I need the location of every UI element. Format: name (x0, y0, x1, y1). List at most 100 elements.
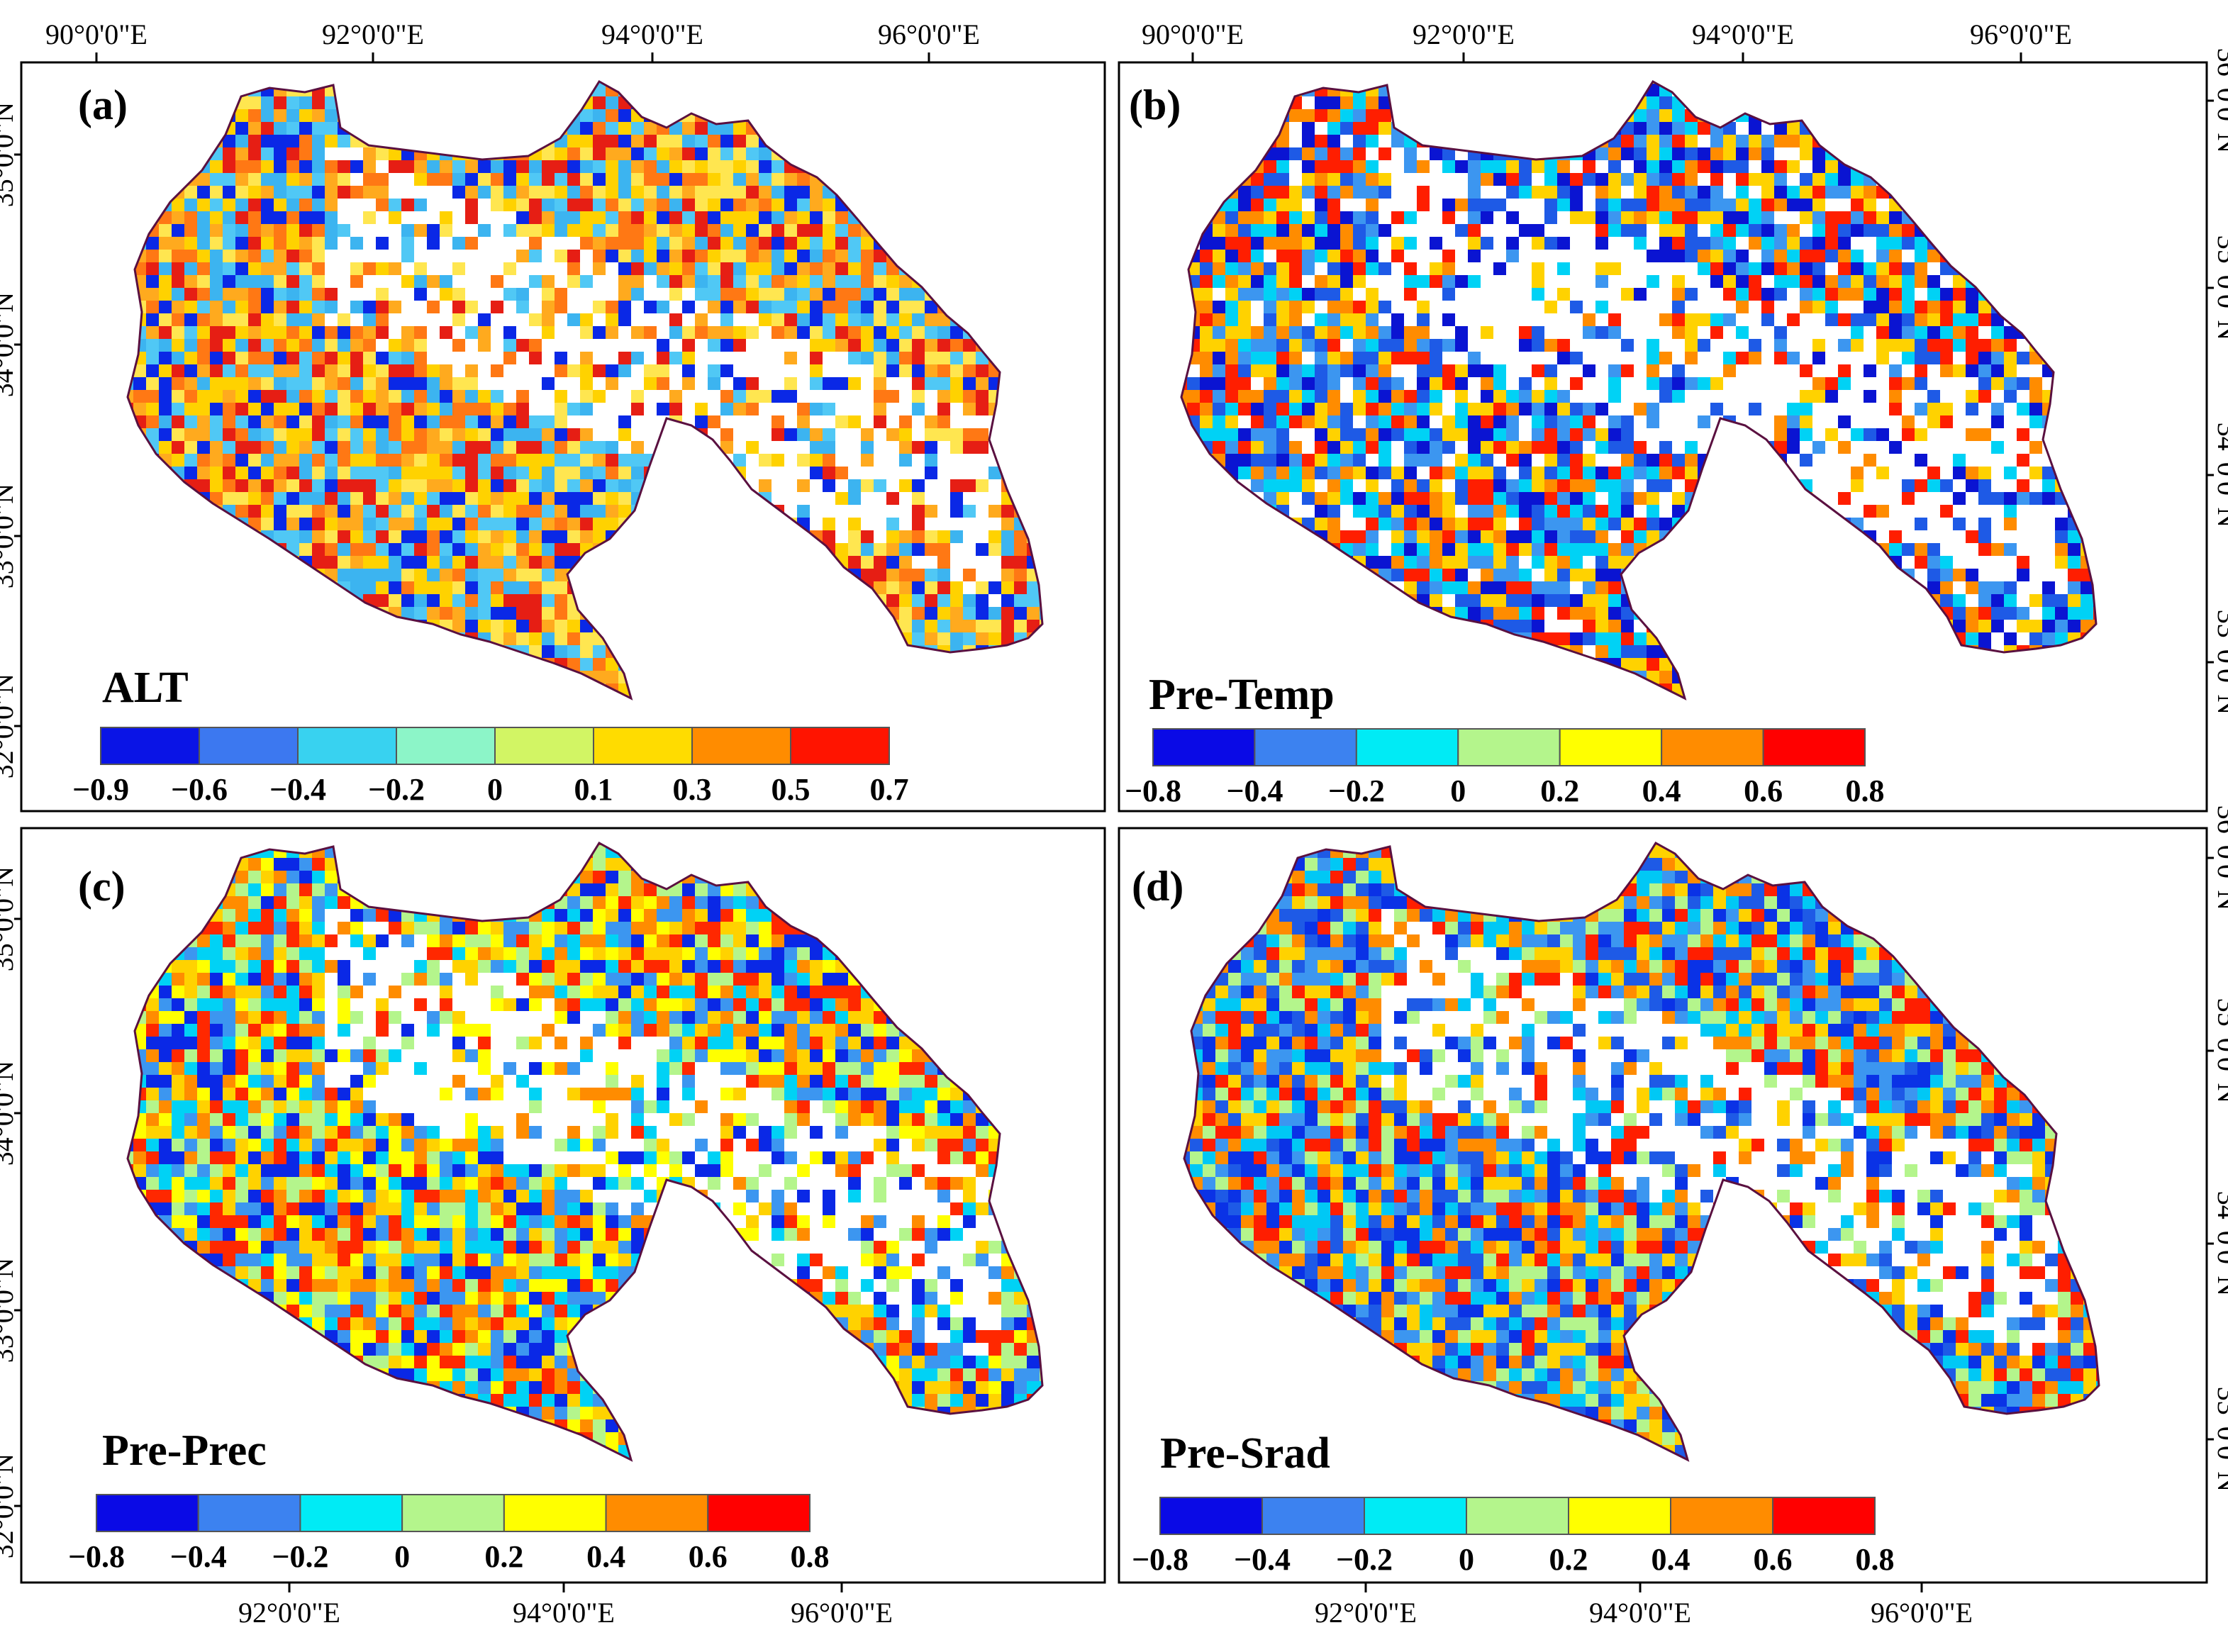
longitude-tick-label: 94°0'0"E (601, 18, 703, 50)
colorbar-label: −0.8 (1132, 1542, 1188, 1577)
latitude-tick-label: 34°0'0"N (0, 1061, 19, 1166)
latitude-tick-label: 36°0'0"N (2212, 48, 2228, 153)
colorbar-label: 0.8 (1856, 1542, 1895, 1577)
colorbar-label: 0 (1459, 1542, 1474, 1577)
colorbar: −0.8 −0.4 −0.2 0 0.2 0.4 0.6 0.8 (1132, 1497, 1895, 1577)
colorbar-label: 0.7 (870, 772, 909, 807)
longitude-tick-label: 90°0'0"E (45, 18, 147, 50)
colorbar-swatch (1661, 728, 1764, 766)
longitude-tick-label: 96°0'0"E (1871, 1597, 1973, 1629)
longitude-tick-label: 96°0'0"E (878, 18, 980, 50)
colorbar-label: 0.6 (1744, 774, 1783, 808)
map-panel-b: (b) Pre-Temp 90°0'0"E 92°0'0"E 94°0'0"E 96°0'… (1118, 18, 2228, 813)
colorbar-label: 0.4 (1651, 1542, 1691, 1577)
latitude-tick-label: 33°0'0"N (2212, 1387, 2228, 1492)
colorbar-label: −0.2 (368, 772, 425, 807)
colorbar-swatch (1355, 728, 1459, 766)
colorbar-label: 0.4 (1642, 774, 1681, 808)
colorbar-label: −0.4 (1226, 774, 1283, 808)
colorbar-label: −0.2 (1328, 774, 1385, 808)
colorbar-label: 0.4 (586, 1539, 625, 1574)
panel-label: (b) (1129, 82, 1181, 128)
colorbar-label: 0.3 (673, 772, 712, 807)
colorbar-swatch (605, 1494, 709, 1532)
colorbar-swatch (1466, 1497, 1569, 1535)
colorbar-label: 0.8 (791, 1539, 830, 1574)
colorbar-swatch (1261, 1497, 1365, 1535)
longitude-tick-label: 92°0'0"E (1315, 1597, 1417, 1629)
latitude-tick-label: 33°0'0"N (2212, 610, 2228, 715)
map-panel-c: (c) Pre-Prec 92°0'0"E 94°0'0"E 96°0'0"E 35°0'… (0, 827, 1106, 1629)
colorbar-swatch (396, 727, 496, 765)
latitude-tick-label: 32°0'0"N (0, 1453, 19, 1558)
colorbar-swatch (1559, 728, 1663, 766)
colorbar-swatch (1772, 1497, 1876, 1535)
latitude-tick-label: 34°0'0"N (2212, 423, 2228, 528)
colorbar-swatch (1670, 1497, 1773, 1535)
colorbar-label: 0 (487, 772, 503, 807)
longitude-tick-label: 90°0'0"E (1142, 18, 1244, 50)
colorbar-swatch (691, 727, 791, 765)
colorbar-swatch (593, 727, 693, 765)
longitude-tick-label: 96°0'0"E (1970, 18, 2072, 50)
colorbar-swatch (1568, 1497, 1671, 1535)
colorbar-label: 0.5 (772, 772, 811, 807)
latitude-tick-label: 36°0'0"N (2212, 805, 2228, 910)
colorbar-label: −0.6 (171, 772, 228, 807)
latitude-tick-label: 32°0'0"N (0, 674, 19, 778)
colorbar-label: −0.9 (72, 772, 129, 807)
colorbar-swatch (1152, 728, 1256, 766)
latitude-tick-label: 35°0'0"N (2212, 235, 2228, 340)
latitude-tick-label: 35°0'0"N (0, 866, 19, 971)
colorbar-swatch (1254, 728, 1357, 766)
latitude-tick-label: 33°0'0"N (0, 484, 19, 588)
colorbar-label: 0 (394, 1539, 410, 1574)
colorbar-swatch (199, 727, 299, 765)
colorbar-label: 0.2 (1540, 774, 1579, 808)
latitude-tick-label: 34°0'0"N (0, 292, 19, 397)
colorbar-swatch (1159, 1497, 1263, 1535)
colorbar: −0.8 −0.4 −0.2 0 0.2 0.4 0.6 0.8 (1125, 728, 1885, 808)
colorbar-swatch (197, 1494, 301, 1532)
colorbar-swatch (503, 1494, 607, 1532)
colorbar-swatch (1364, 1497, 1467, 1535)
region-boundary (1183, 841, 2100, 1462)
latitude-tick-label: 34°0'0"N (2212, 1191, 2228, 1296)
variable-label: ALT (102, 664, 189, 712)
colorbar-swatch (1457, 728, 1561, 766)
panel-label: (c) (78, 863, 126, 910)
colorbar-label: 0.6 (689, 1539, 728, 1574)
colorbar-label: −0.2 (1336, 1542, 1393, 1577)
colorbar: −0.9 −0.6 −0.4 −0.2 0 0.1 0.3 0.5 0.7 (72, 727, 909, 807)
latitude-tick-label: 35°0'0"N (0, 102, 19, 207)
colorbar-label: −0.2 (272, 1539, 328, 1574)
map-panel-a: (a) ALT 90°0'0"E 92°0'0"E 94°0'0"E 96°0'0"E 35… (0, 18, 1106, 813)
colorbar-label: 0.2 (1549, 1542, 1588, 1577)
colorbar-label: −0.8 (68, 1539, 125, 1574)
colorbar-swatch (494, 727, 594, 765)
longitude-tick-label: 92°0'0"E (1413, 18, 1515, 50)
colorbar-swatch (707, 1494, 811, 1532)
colorbar-label: 0.6 (1754, 1542, 1793, 1577)
colorbar-label: −0.8 (1125, 774, 1181, 808)
colorbar-swatch (401, 1494, 505, 1532)
colorbar-label: 0.1 (574, 772, 613, 807)
colorbar-label: −0.4 (170, 1539, 227, 1574)
colorbar-swatch (1762, 728, 1866, 766)
longitude-tick-label: 96°0'0"E (791, 1597, 893, 1629)
longitude-tick-label: 92°0'0"E (238, 1597, 340, 1629)
colorbar-swatch (790, 727, 890, 765)
longitude-tick-label: 92°0'0"E (322, 18, 424, 50)
variable-label: Pre-Temp (1149, 671, 1335, 719)
variable-label: Pre-Prec (102, 1427, 267, 1475)
region-boundary (126, 79, 1044, 701)
colorbar-label: −0.4 (1234, 1542, 1291, 1577)
region-boundary (1180, 79, 2098, 701)
panel-label: (a) (78, 82, 128, 128)
longitude-tick-label: 94°0'0"E (513, 1597, 615, 1629)
colorbar-swatch (100, 727, 200, 765)
colorbar-label: 0.2 (484, 1539, 523, 1574)
colorbar: −0.8 −0.4 −0.2 0 0.2 0.4 0.6 0.8 (68, 1494, 830, 1574)
region-boundary (126, 841, 1044, 1462)
